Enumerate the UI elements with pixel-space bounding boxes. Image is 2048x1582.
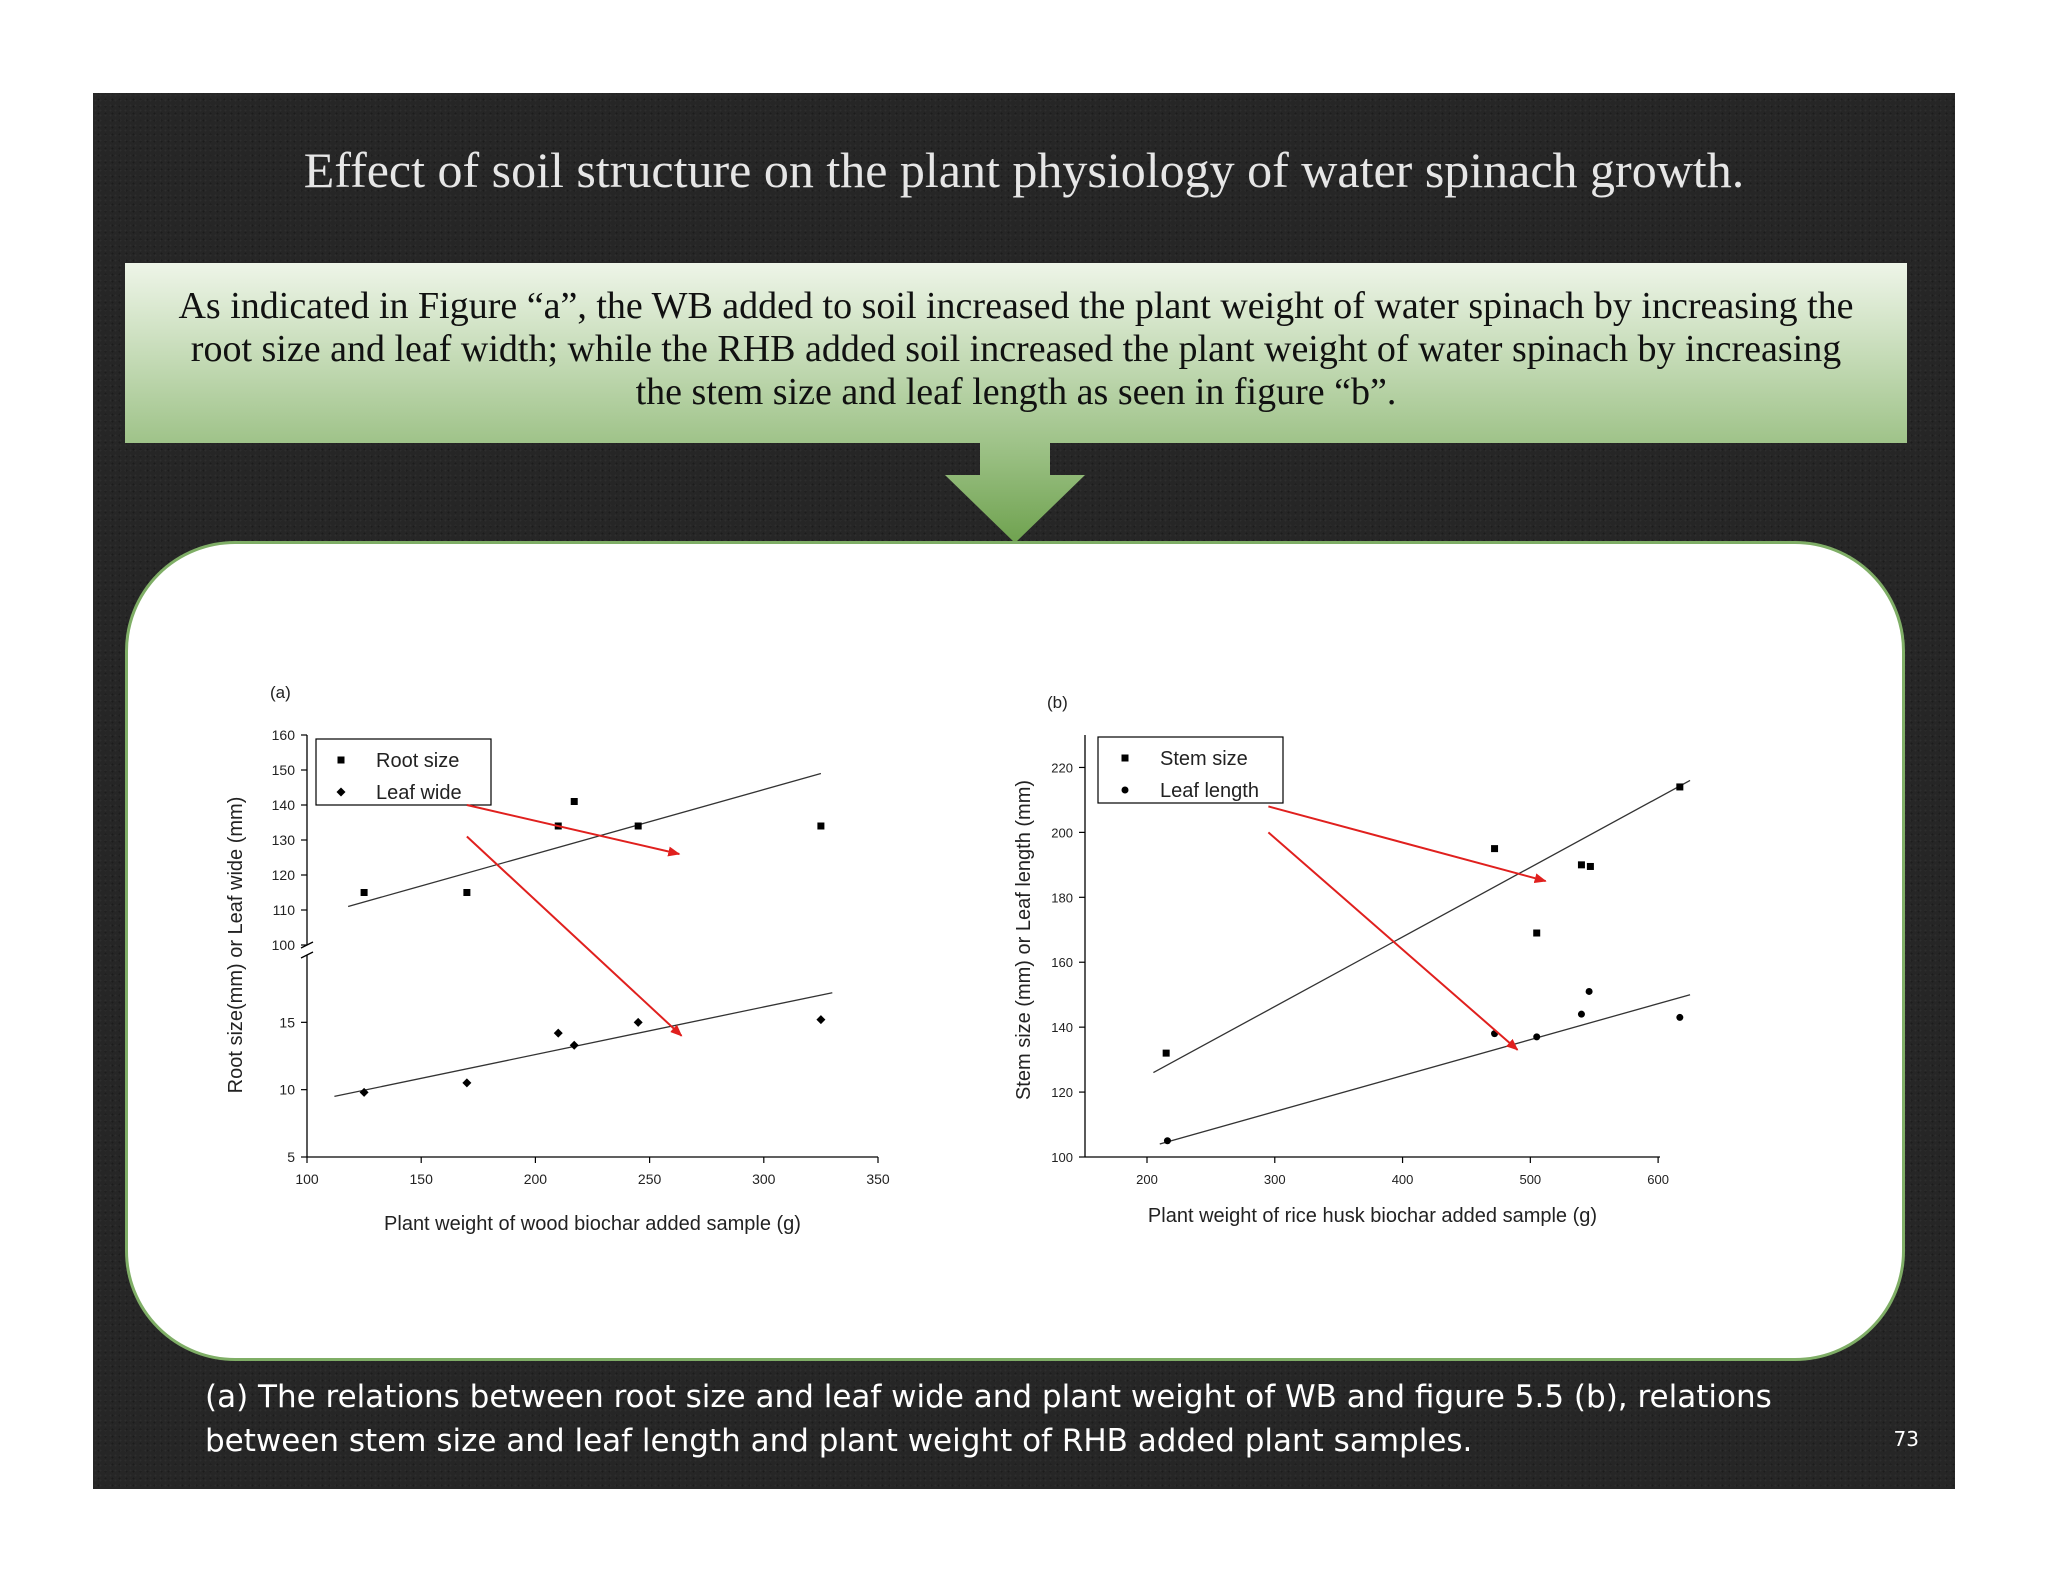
x-tick-label: 250 bbox=[638, 1171, 662, 1187]
y-tick-label: 10 bbox=[279, 1082, 295, 1098]
charts-layer: (a) 100 150 200 250 300 350 100 110 120 130 140 150 1… bbox=[225, 683, 1691, 1235]
x-tick-label: 350 bbox=[866, 1171, 890, 1187]
panel-label-b: (b) bbox=[1047, 693, 1068, 712]
data-point bbox=[1533, 1033, 1541, 1041]
data-point bbox=[570, 798, 578, 805]
slide-title: Effect of soil structure on the plant ph… bbox=[303, 142, 1745, 198]
y-tick-label: 120 bbox=[272, 867, 296, 883]
x-axis-label: Plant weight of rice husk biochar added … bbox=[1148, 1205, 1597, 1227]
fit-line-1 bbox=[1159, 994, 1691, 1145]
callout-box: As indicated in Figure “a”, the WB added… bbox=[125, 263, 1907, 443]
annotation-arrow bbox=[466, 804, 681, 857]
data-point bbox=[817, 822, 825, 830]
y-tick-label: 120 bbox=[1051, 1085, 1073, 1100]
annotation-arrow bbox=[1267, 831, 1519, 1051]
data-point bbox=[1577, 861, 1585, 869]
data-point bbox=[634, 822, 642, 830]
y-tick-label: 200 bbox=[1051, 825, 1073, 840]
y-tick-label: 150 bbox=[272, 762, 296, 778]
x-tick-label: 200 bbox=[1136, 1172, 1158, 1187]
x-tick-label: 500 bbox=[1519, 1172, 1541, 1187]
slide: Effect of soil structure on the plant ph… bbox=[93, 93, 1955, 1489]
data-point bbox=[1676, 1013, 1684, 1021]
data-point bbox=[553, 1028, 563, 1038]
annotation-arrow bbox=[1268, 805, 1547, 884]
y-axis-label: Root size(mm) or Leaf wide (mm) bbox=[225, 797, 247, 1094]
chart-b: (b) 200 300 400 500 600 100 120 140 160 180 200 220 P… bbox=[1013, 693, 1691, 1227]
figure-panel bbox=[125, 541, 1905, 1361]
y-tick-label: 15 bbox=[279, 1014, 295, 1030]
fit-line-0 bbox=[347, 772, 822, 908]
y-tick-label: 160 bbox=[1051, 955, 1073, 970]
page-number: 73 bbox=[1893, 1427, 1919, 1451]
legend-box bbox=[1097, 736, 1284, 804]
x-tick-label: 100 bbox=[295, 1171, 319, 1187]
data-point bbox=[463, 889, 471, 896]
data-point bbox=[1577, 1010, 1585, 1018]
data-point bbox=[1676, 783, 1684, 791]
y-tick-label: 100 bbox=[1051, 1150, 1073, 1165]
figure-caption: (a) The relations between root size and … bbox=[205, 1379, 1772, 1459]
data-point bbox=[1533, 929, 1541, 937]
chart-a: (a) 100 150 200 250 300 350 100 110 120 130 140 150 1… bbox=[225, 683, 890, 1235]
x-tick-label: 150 bbox=[410, 1171, 434, 1187]
x-axis-label: Plant weight of wood biochar added sampl… bbox=[384, 1213, 801, 1235]
data-point bbox=[360, 889, 368, 896]
annotation-arrow bbox=[466, 835, 683, 1037]
data-point bbox=[1585, 987, 1593, 995]
panel-label-a: (a) bbox=[270, 683, 291, 702]
data-point bbox=[569, 1040, 579, 1050]
legend-box bbox=[315, 738, 492, 806]
x-tick-label: 300 bbox=[752, 1171, 776, 1187]
x-tick-label: 300 bbox=[1264, 1172, 1286, 1187]
y-tick-label: 180 bbox=[1051, 890, 1073, 905]
legend-label: Leaf length bbox=[1160, 780, 1259, 802]
y-tick-label: 160 bbox=[272, 727, 296, 743]
data-point bbox=[1163, 1137, 1171, 1145]
data-point bbox=[1162, 1049, 1170, 1057]
x-tick-label: 200 bbox=[524, 1171, 548, 1187]
data-point bbox=[359, 1087, 369, 1097]
data-point bbox=[633, 1017, 643, 1027]
axis-break-mark bbox=[300, 951, 314, 959]
data-point bbox=[462, 1078, 472, 1088]
fit-line-1 bbox=[334, 992, 833, 1098]
fit-line-0 bbox=[1153, 779, 1691, 1074]
y-tick-label: 140 bbox=[272, 797, 296, 813]
down-arrow-icon bbox=[945, 443, 1085, 543]
legend-marker bbox=[1121, 786, 1129, 794]
legend-label: Stem size bbox=[1160, 748, 1248, 770]
y-tick-label: 100 bbox=[272, 937, 296, 953]
legend-marker bbox=[336, 787, 346, 797]
y-tick-label: 220 bbox=[1051, 760, 1073, 775]
data-point bbox=[1491, 845, 1499, 853]
legend-label: Root size bbox=[376, 750, 459, 772]
y-tick-label: 130 bbox=[272, 832, 296, 848]
y-tick-label: 5 bbox=[287, 1149, 295, 1165]
y-tick-label: 140 bbox=[1051, 1020, 1073, 1035]
legend-label: Leaf wide bbox=[376, 782, 462, 804]
y-tick-label: 110 bbox=[273, 902, 296, 918]
data-point bbox=[816, 1015, 826, 1025]
x-tick-label: 600 bbox=[1647, 1172, 1669, 1187]
legend-marker bbox=[337, 756, 345, 764]
y-axis-label: Stem size (mm) or Leaf length (mm) bbox=[1013, 780, 1035, 1100]
data-point bbox=[1586, 862, 1594, 870]
legend-marker bbox=[1121, 754, 1129, 762]
x-tick-label: 400 bbox=[1392, 1172, 1414, 1187]
